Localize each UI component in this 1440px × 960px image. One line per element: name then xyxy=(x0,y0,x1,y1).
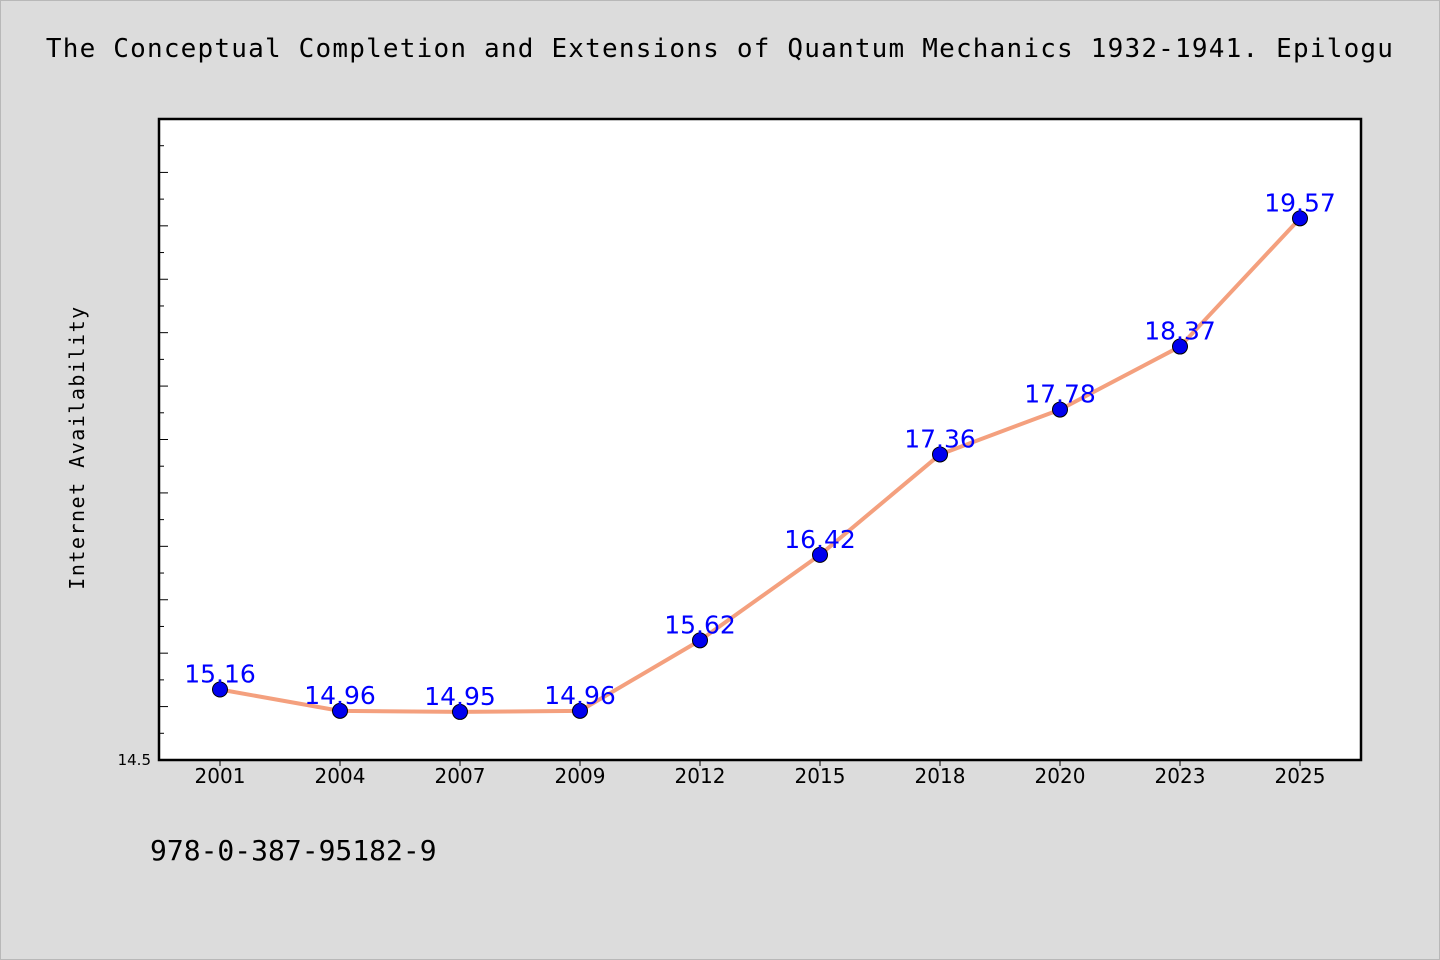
data-point xyxy=(1292,210,1308,227)
data-point xyxy=(812,546,828,563)
x-tick-label: 2007 xyxy=(435,764,486,788)
data-point xyxy=(1172,338,1188,355)
data-point xyxy=(452,703,468,720)
data-label: 17.78 xyxy=(1024,380,1096,409)
footnote: 978-0-387-95182-9 xyxy=(150,834,437,867)
data-label: 15.16 xyxy=(184,659,256,688)
chart-title: The Conceptual Completion and Extensions… xyxy=(45,34,1395,64)
data-label: 14.96 xyxy=(304,681,376,710)
data-label: 15.62 xyxy=(664,610,736,639)
x-tick-label: 2020 xyxy=(1035,764,1086,788)
plot-layer: 14.5 2001 2004 2007 2009 2012 2015 2018 2020 2023… xyxy=(65,117,1363,788)
x-tick-label: 2015 xyxy=(795,764,846,788)
y-axis-label: Internet Availability xyxy=(65,305,89,589)
x-tick-label: 2025 xyxy=(1275,764,1326,788)
x-tick-label: 2023 xyxy=(1155,764,1206,788)
y-tick-label: 14.5 xyxy=(118,751,151,769)
data-label: 17.36 xyxy=(904,424,976,453)
x-tick-label: 2012 xyxy=(675,764,726,788)
data-label: 18.37 xyxy=(1144,317,1216,346)
series-line xyxy=(218,216,1302,714)
data-point xyxy=(692,632,708,649)
data-point xyxy=(572,702,588,719)
data-point xyxy=(332,702,348,719)
x-tick-label: 2009 xyxy=(555,764,606,788)
x-tick-label: 2001 xyxy=(195,764,246,788)
data-point xyxy=(1052,401,1068,418)
data-label: 19.57 xyxy=(1264,188,1336,217)
data-point xyxy=(932,446,948,463)
data-label: 14.96 xyxy=(544,681,616,710)
x-tick-label: 2018 xyxy=(915,764,966,788)
data-label: 14.95 xyxy=(424,682,496,711)
plot-area xyxy=(157,117,1363,762)
data-label: 16.42 xyxy=(784,525,856,554)
data-point xyxy=(212,681,228,698)
x-tick-label: 2004 xyxy=(315,764,366,788)
